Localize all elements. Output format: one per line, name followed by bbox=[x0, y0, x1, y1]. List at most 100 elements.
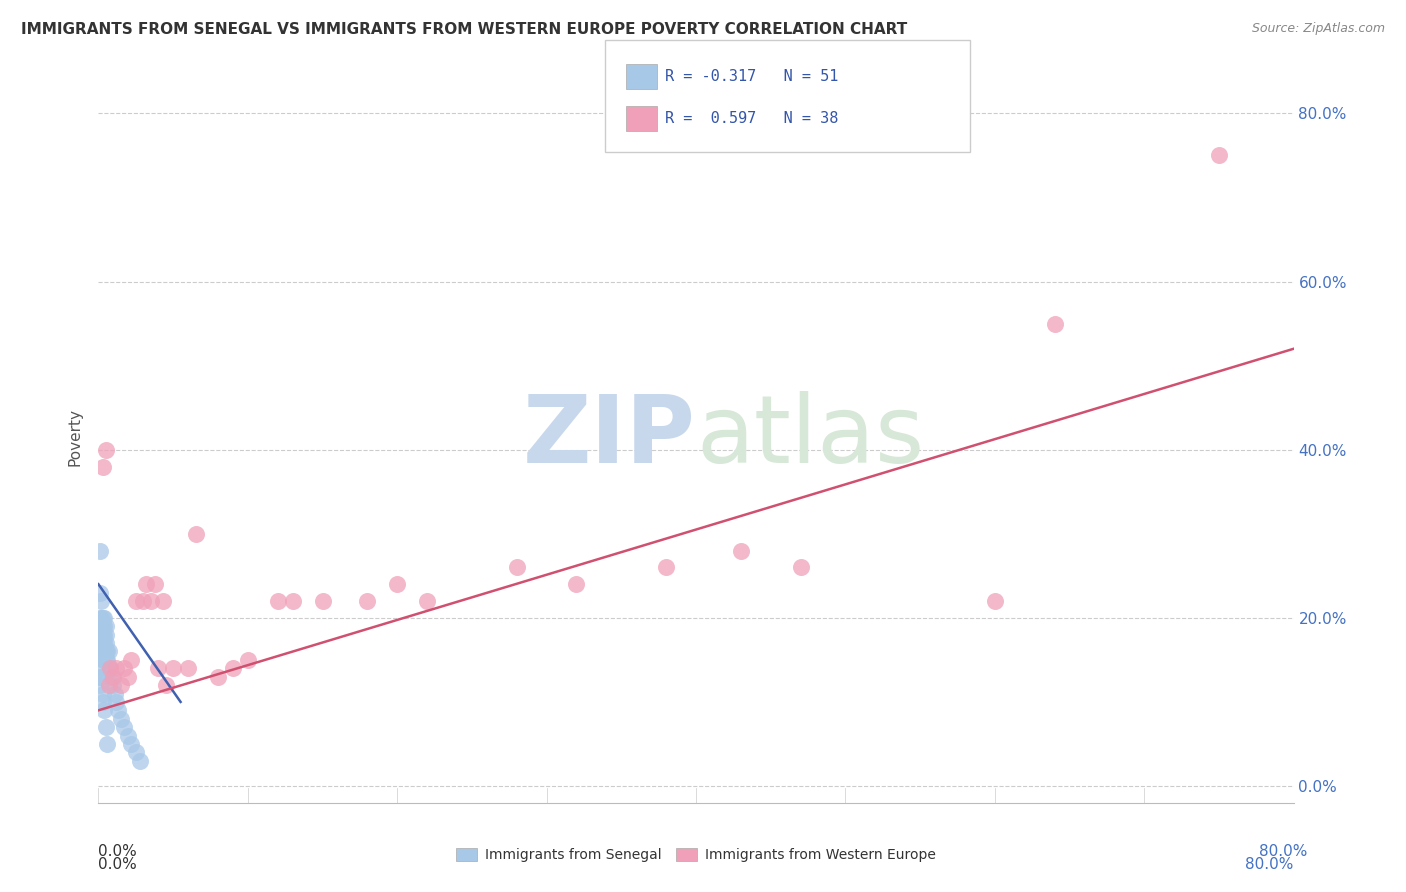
Point bbox=[103, 678, 125, 692]
Point bbox=[91, 695, 114, 709]
Point bbox=[97, 661, 120, 675]
Point bbox=[96, 644, 118, 658]
Text: 80.0%: 80.0% bbox=[1246, 857, 1294, 872]
Point bbox=[91, 619, 114, 633]
Point bbox=[117, 670, 139, 684]
Legend: Immigrants from Senegal, Immigrants from Western Europe: Immigrants from Senegal, Immigrants from… bbox=[449, 841, 943, 869]
Point bbox=[97, 644, 120, 658]
Point bbox=[117, 729, 139, 743]
Text: IMMIGRANTS FROM SENEGAL VS IMMIGRANTS FROM WESTERN EUROPE POVERTY CORRELATION CH: IMMIGRANTS FROM SENEGAL VS IMMIGRANTS FR… bbox=[21, 22, 907, 37]
Text: 0.0%: 0.0% bbox=[98, 857, 138, 872]
Point bbox=[506, 560, 529, 574]
Point bbox=[91, 459, 114, 474]
Point bbox=[101, 670, 124, 684]
Point bbox=[416, 594, 439, 608]
Text: Source: ZipAtlas.com: Source: ZipAtlas.com bbox=[1251, 22, 1385, 36]
Point bbox=[98, 661, 122, 675]
Point bbox=[565, 577, 588, 591]
Point bbox=[207, 670, 229, 684]
Point bbox=[94, 653, 117, 667]
Point bbox=[90, 670, 112, 684]
Point bbox=[110, 712, 132, 726]
Point bbox=[129, 754, 152, 768]
Point bbox=[125, 594, 148, 608]
Point bbox=[94, 442, 117, 457]
Point bbox=[90, 611, 112, 625]
Point bbox=[155, 678, 177, 692]
Point bbox=[91, 611, 114, 625]
Point bbox=[107, 703, 129, 717]
Point bbox=[281, 594, 304, 608]
Point bbox=[91, 627, 114, 641]
Point bbox=[94, 720, 117, 734]
Point bbox=[97, 678, 120, 692]
Point bbox=[89, 627, 111, 641]
Point bbox=[93, 627, 115, 641]
Point bbox=[93, 636, 115, 650]
Point bbox=[132, 594, 155, 608]
Point bbox=[90, 594, 112, 608]
Point bbox=[236, 653, 259, 667]
Point bbox=[143, 577, 166, 591]
Point bbox=[112, 720, 135, 734]
Point bbox=[655, 560, 678, 574]
Point bbox=[98, 661, 122, 675]
Text: atlas: atlas bbox=[696, 391, 924, 483]
Text: 0.0%: 0.0% bbox=[98, 845, 138, 859]
Point bbox=[184, 526, 207, 541]
Point bbox=[162, 661, 184, 675]
Point bbox=[112, 661, 135, 675]
Point bbox=[110, 678, 132, 692]
Point bbox=[94, 644, 117, 658]
Point bbox=[120, 737, 142, 751]
Point bbox=[789, 560, 811, 574]
Point bbox=[152, 594, 174, 608]
Point bbox=[91, 636, 114, 650]
Point bbox=[90, 619, 112, 633]
Point bbox=[1043, 317, 1066, 331]
Point bbox=[222, 661, 245, 675]
Point bbox=[90, 636, 112, 650]
Point bbox=[103, 670, 125, 684]
Point bbox=[91, 686, 114, 700]
Y-axis label: Poverty: Poverty bbox=[67, 408, 83, 467]
Point bbox=[120, 653, 142, 667]
Point bbox=[90, 644, 112, 658]
Point bbox=[94, 627, 117, 641]
Point bbox=[91, 653, 114, 667]
Point bbox=[93, 611, 115, 625]
Point bbox=[104, 686, 127, 700]
Text: R = -0.317   N = 51: R = -0.317 N = 51 bbox=[665, 70, 838, 84]
Point bbox=[89, 543, 111, 558]
Point bbox=[89, 585, 111, 599]
Point bbox=[105, 661, 128, 675]
Point bbox=[139, 594, 162, 608]
Point bbox=[91, 644, 114, 658]
Point bbox=[311, 594, 333, 608]
Point bbox=[93, 619, 115, 633]
Point bbox=[385, 577, 409, 591]
Point bbox=[125, 745, 148, 759]
Point bbox=[730, 543, 752, 558]
Point bbox=[89, 611, 111, 625]
Point bbox=[1208, 148, 1230, 162]
Point bbox=[93, 644, 115, 658]
Point bbox=[135, 577, 157, 591]
Point bbox=[267, 594, 290, 608]
Point bbox=[93, 703, 115, 717]
Point bbox=[356, 594, 378, 608]
Point bbox=[90, 661, 112, 675]
Text: 80.0%: 80.0% bbox=[1260, 845, 1308, 859]
Point bbox=[89, 678, 111, 692]
Point bbox=[177, 661, 200, 675]
Text: ZIP: ZIP bbox=[523, 391, 696, 483]
Point bbox=[94, 619, 117, 633]
Point bbox=[89, 670, 111, 684]
Point bbox=[105, 695, 128, 709]
Point bbox=[148, 661, 170, 675]
Point bbox=[94, 636, 117, 650]
Point bbox=[984, 594, 1007, 608]
Point bbox=[93, 653, 115, 667]
Text: R =  0.597   N = 38: R = 0.597 N = 38 bbox=[665, 112, 838, 126]
Point bbox=[96, 737, 118, 751]
